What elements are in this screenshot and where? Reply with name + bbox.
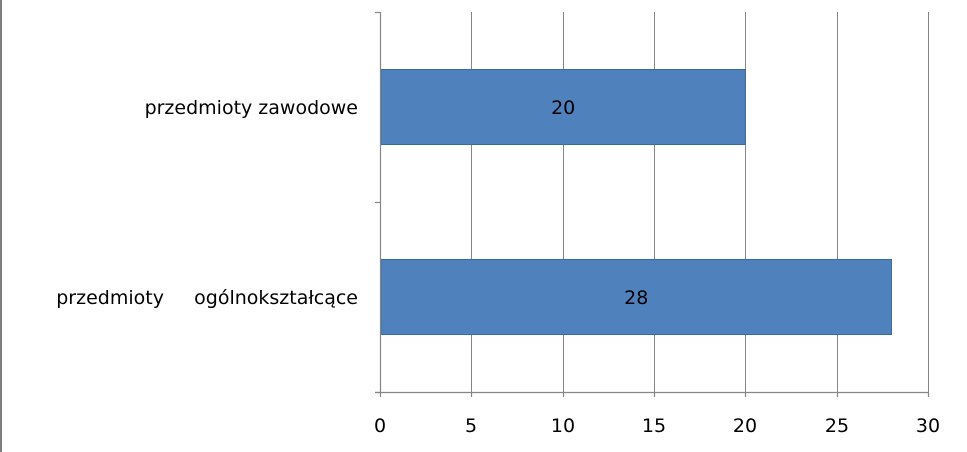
x-tick-label-10: 10 [551, 415, 575, 437]
data-label-1: 20 [551, 97, 575, 119]
data-label-2: 28 [624, 287, 648, 309]
bars [380, 68, 892, 336]
category-label-2: przedmioty ogólnokształcące [56, 287, 358, 309]
x-tick-label-30: 30 [916, 415, 940, 437]
x-tick-label-15: 15 [642, 415, 666, 437]
bar-2 [380, 258, 892, 336]
x-tick-label-25: 25 [825, 415, 849, 437]
x-tick-label-5: 5 [465, 415, 477, 437]
axes [375, 11, 930, 397]
x-tick-label-0: 0 [374, 415, 386, 437]
category-labels: przedmioty zawodowe przedmioty ogólnokszt… [56, 97, 358, 309]
x-tick-label-20: 20 [733, 415, 757, 437]
category-label-1: przedmioty zawodowe [145, 97, 358, 119]
x-tick-labels: 0 5 10 15 20 25 30 [374, 415, 940, 437]
